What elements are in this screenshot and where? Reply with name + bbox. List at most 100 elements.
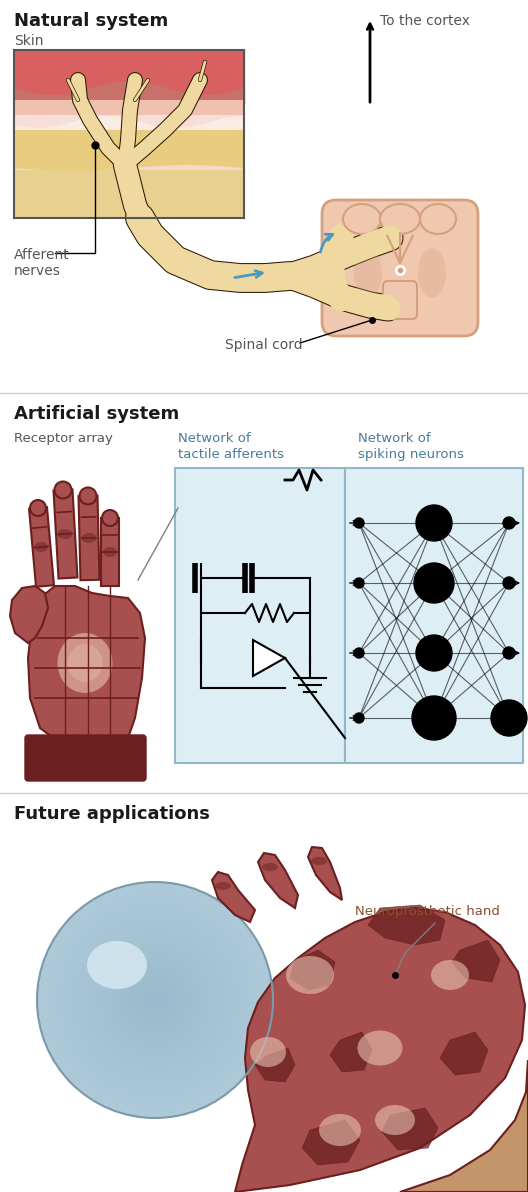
Polygon shape: [452, 940, 500, 982]
Polygon shape: [255, 1048, 295, 1082]
Circle shape: [503, 647, 515, 659]
Circle shape: [127, 971, 183, 1028]
Bar: [175, 468, 345, 763]
Text: Afferent
nerves: Afferent nerves: [14, 248, 70, 278]
Polygon shape: [212, 873, 255, 921]
Polygon shape: [308, 848, 342, 900]
Polygon shape: [253, 640, 285, 676]
Polygon shape: [101, 519, 119, 586]
Ellipse shape: [54, 482, 71, 498]
Ellipse shape: [80, 488, 97, 504]
Polygon shape: [382, 1109, 438, 1150]
Circle shape: [109, 954, 201, 1047]
Circle shape: [133, 977, 177, 1022]
Circle shape: [100, 945, 210, 1055]
Polygon shape: [330, 1032, 372, 1072]
Circle shape: [354, 713, 364, 724]
Circle shape: [412, 696, 456, 740]
Ellipse shape: [319, 1115, 361, 1146]
Circle shape: [503, 517, 515, 529]
Polygon shape: [14, 100, 244, 128]
Circle shape: [491, 700, 527, 735]
Ellipse shape: [34, 542, 48, 552]
FancyBboxPatch shape: [383, 281, 417, 319]
Circle shape: [40, 884, 270, 1115]
Circle shape: [416, 505, 452, 541]
Text: Skin: Skin: [14, 35, 43, 48]
Ellipse shape: [250, 1037, 286, 1067]
Text: Neuroprosthetic hand: Neuroprosthetic hand: [355, 905, 500, 918]
Circle shape: [115, 960, 195, 1039]
Bar: [14, 50, 244, 218]
Circle shape: [46, 890, 264, 1109]
Circle shape: [124, 969, 186, 1031]
Polygon shape: [14, 130, 244, 170]
Circle shape: [73, 918, 237, 1082]
Circle shape: [118, 963, 192, 1037]
Circle shape: [49, 894, 261, 1106]
Bar: [345, 468, 523, 763]
Polygon shape: [290, 950, 335, 991]
Circle shape: [121, 966, 189, 1033]
Ellipse shape: [215, 882, 231, 890]
Circle shape: [55, 900, 255, 1100]
Ellipse shape: [58, 633, 112, 693]
Bar: [14, 170, 244, 218]
Circle shape: [148, 993, 162, 1007]
Text: Network of
tactile afferents: Network of tactile afferents: [178, 432, 284, 461]
Polygon shape: [79, 496, 99, 581]
Polygon shape: [368, 905, 445, 945]
Circle shape: [58, 904, 252, 1097]
Text: Receptor array: Receptor array: [14, 432, 113, 445]
Circle shape: [139, 985, 171, 1016]
Circle shape: [43, 888, 267, 1112]
Circle shape: [94, 939, 216, 1061]
Circle shape: [64, 909, 246, 1091]
FancyBboxPatch shape: [322, 200, 478, 336]
Circle shape: [85, 930, 225, 1070]
Ellipse shape: [68, 644, 102, 682]
Ellipse shape: [81, 533, 97, 544]
Text: Future applications: Future applications: [14, 805, 210, 822]
Circle shape: [151, 997, 159, 1004]
Circle shape: [37, 882, 273, 1118]
Polygon shape: [28, 586, 145, 743]
Text: Natural system: Natural system: [14, 12, 168, 30]
Ellipse shape: [30, 499, 46, 516]
Circle shape: [97, 942, 213, 1058]
Polygon shape: [302, 1120, 360, 1165]
Polygon shape: [14, 50, 244, 103]
Circle shape: [70, 915, 240, 1085]
Ellipse shape: [286, 956, 334, 994]
Circle shape: [354, 648, 364, 658]
Polygon shape: [10, 586, 48, 642]
Ellipse shape: [357, 1031, 402, 1066]
Polygon shape: [400, 1060, 528, 1192]
Ellipse shape: [343, 204, 381, 234]
Ellipse shape: [431, 960, 469, 991]
Ellipse shape: [375, 1105, 415, 1135]
Ellipse shape: [87, 940, 147, 989]
Polygon shape: [53, 490, 78, 578]
Circle shape: [414, 563, 454, 603]
Circle shape: [142, 987, 168, 1013]
Text: Artificial system: Artificial system: [14, 405, 179, 423]
Ellipse shape: [420, 204, 456, 234]
Circle shape: [136, 981, 174, 1019]
Ellipse shape: [262, 863, 278, 871]
Ellipse shape: [418, 248, 446, 298]
Circle shape: [503, 577, 515, 589]
Polygon shape: [235, 908, 525, 1192]
Text: Network of
spiking neurons: Network of spiking neurons: [358, 432, 464, 461]
Circle shape: [354, 519, 364, 528]
Polygon shape: [29, 507, 54, 586]
Ellipse shape: [311, 857, 327, 865]
Circle shape: [88, 933, 222, 1067]
Circle shape: [145, 991, 165, 1010]
FancyBboxPatch shape: [25, 735, 146, 781]
Circle shape: [354, 578, 364, 588]
Text: Spinal cord: Spinal cord: [225, 339, 303, 352]
Circle shape: [82, 927, 228, 1073]
Circle shape: [106, 951, 204, 1049]
Bar: [14, 50, 244, 218]
